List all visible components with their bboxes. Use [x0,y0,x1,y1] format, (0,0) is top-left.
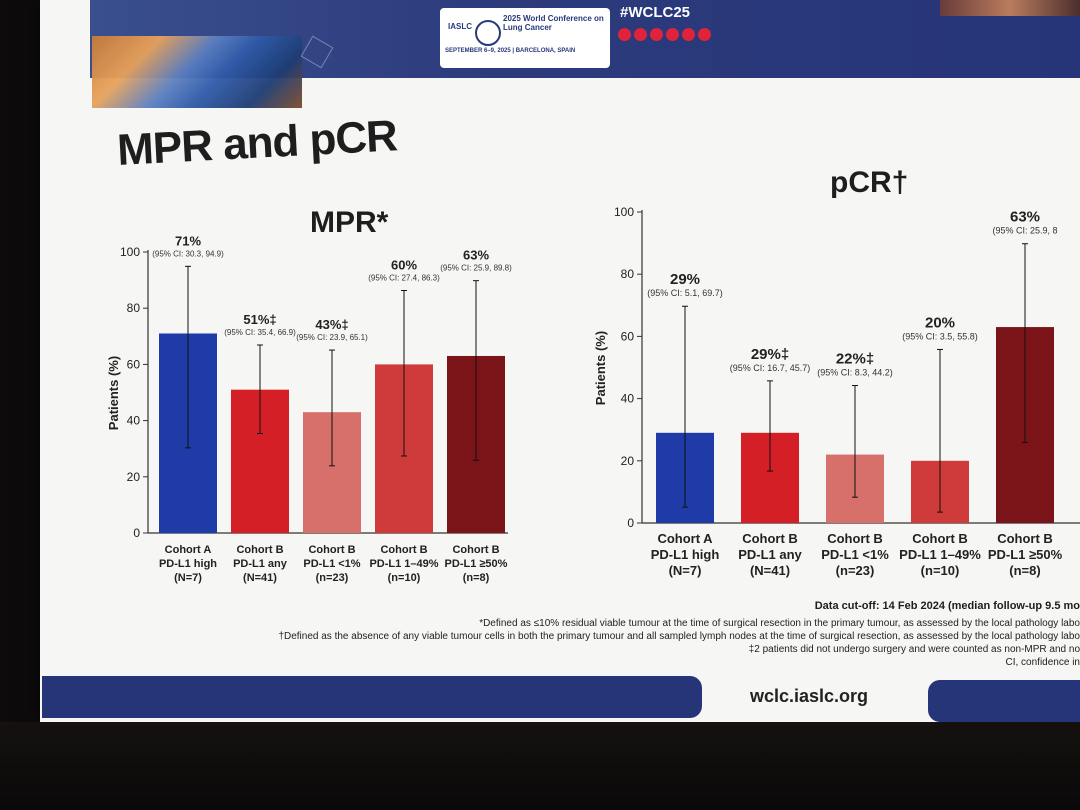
category-label: Cohort B [827,531,883,546]
ci-label: (95% CI: 35.4, 66.9) [224,328,296,337]
value-label: 51%‡ [243,312,276,327]
category-label: (n=10) [921,563,960,578]
category-label: Cohort B [912,531,968,546]
category-label: Cohort B [308,544,355,556]
weibo-icon [698,28,711,41]
y-tick-label: 60 [621,329,635,343]
x-icon [650,28,663,41]
y-tick-label: 80 [127,301,141,315]
value-label: 63% [463,248,489,263]
conference-banner: IASLC 2025 World Conference on Lung Canc… [40,0,1080,118]
footnote-surgery: ‡2 patients did not undergo surgery and … [748,644,1080,655]
ci-label: (95% CI: 16.7, 45.7) [730,363,811,373]
y-axis-label: Patients (%) [593,331,608,405]
category-label: Cohort B [236,544,283,556]
y-tick-label: 40 [127,414,141,428]
category-label: (n=8) [463,572,490,584]
category-label: (N=41) [750,563,790,578]
y-tick-label: 0 [627,516,634,530]
ci-label: (95% CI: 23.9, 65.1) [296,333,368,342]
category-label: PD-L1 1–49% [899,547,981,562]
value-label: 29%‡ [751,346,789,363]
footnote-pcr: †Defined as the absence of any viable tu… [278,631,1080,642]
category-label: PD-L1 <1% [821,547,889,562]
footer-bar-left [42,676,702,718]
conference-org: IASLC [448,22,472,31]
y-tick-label: 0 [133,526,140,540]
ci-label: (95% CI: 3.5, 55.8) [902,331,978,341]
category-label: (n=23) [316,572,349,584]
category-label: (N=41) [243,572,277,584]
chart-title: pCR† [830,166,908,199]
ci-label: (95% CI: 8.3, 44.2) [817,368,893,378]
category-label: PD-L1 high [159,558,217,570]
category-label: (n=23) [836,563,875,578]
banner-photo-right [940,0,1080,16]
y-tick-label: 60 [127,357,141,371]
category-label: PD-L1 ≥50% [988,547,1063,562]
room-floor [0,722,1080,810]
ci-label: (95% CI: 27.4, 86.3) [368,273,440,282]
facebook-icon [618,28,631,41]
value-label: 71% [175,233,201,248]
value-label: 29% [670,271,700,288]
category-label: Cohort B [380,544,427,556]
value-label: 60% [391,257,417,272]
seal-icon [475,20,501,46]
footer-bar-right [928,680,1080,722]
category-label: Cohort A [657,531,713,546]
category-label: PD-L1 <1% [303,558,360,570]
ci-label: (95% CI: 5.1, 69.7) [647,288,723,298]
footer-url: wclc.iaslc.org [750,686,869,706]
footnote-mpr: *Defined as ≤10% residual viable tumour … [479,618,1080,629]
category-label: PD-L1 any [233,558,288,570]
conference-dates: SEPTEMBER 6–9, 2025 | BARCELONA, SPAIN [445,48,576,54]
category-label: (N=7) [174,572,202,584]
conference-logo-box [440,8,610,68]
y-tick-label: 100 [614,205,634,219]
ci-label: (95% CI: 25.9, 89.8) [440,264,512,273]
value-label: 63% [1010,209,1040,226]
instagram-icon [666,28,679,41]
linkedin-icon [634,28,647,41]
y-tick-label: 40 [621,392,635,406]
ci-label: (95% CI: 30.3, 94.9) [152,249,224,258]
y-tick-label: 80 [621,267,635,281]
category-label: (n=8) [1009,563,1040,578]
ci-label: (95% CI: 25.9, 8 [992,226,1057,236]
category-label: Cohort B [742,531,798,546]
category-label: Cohort B [997,531,1053,546]
category-label: (n=10) [388,572,421,584]
footnote-ci: CI, confidence in [1005,657,1080,668]
category-label: Cohort B [452,544,499,556]
youtube-icon [682,28,695,41]
y-tick-label: 20 [127,470,141,484]
category-label: Cohort A [165,544,212,556]
category-label: PD-L1 1–49% [369,558,438,570]
value-label: 43%‡ [315,317,348,332]
category-label: (N=7) [669,563,702,578]
category-label: PD-L1 ≥50% [445,558,508,570]
category-label: PD-L1 high [651,547,720,562]
value-label: 20% [925,314,955,331]
city-photo [92,36,302,108]
category-label: PD-L1 any [738,547,802,562]
chart-title: MPR* [310,206,389,239]
conference-hashtag: #WCLC25 [620,4,691,21]
y-tick-label: 100 [120,245,140,259]
social-icons [618,28,711,41]
y-axis-label: Patients (%) [106,356,121,430]
value-label: 22%‡ [836,351,874,368]
y-tick-label: 20 [621,454,635,468]
conference-title: 2025 World Conference on Lung Cancer [503,14,604,32]
data-cutoff: Data cut-off: 14 Feb 2024 (median follow… [814,600,1080,612]
